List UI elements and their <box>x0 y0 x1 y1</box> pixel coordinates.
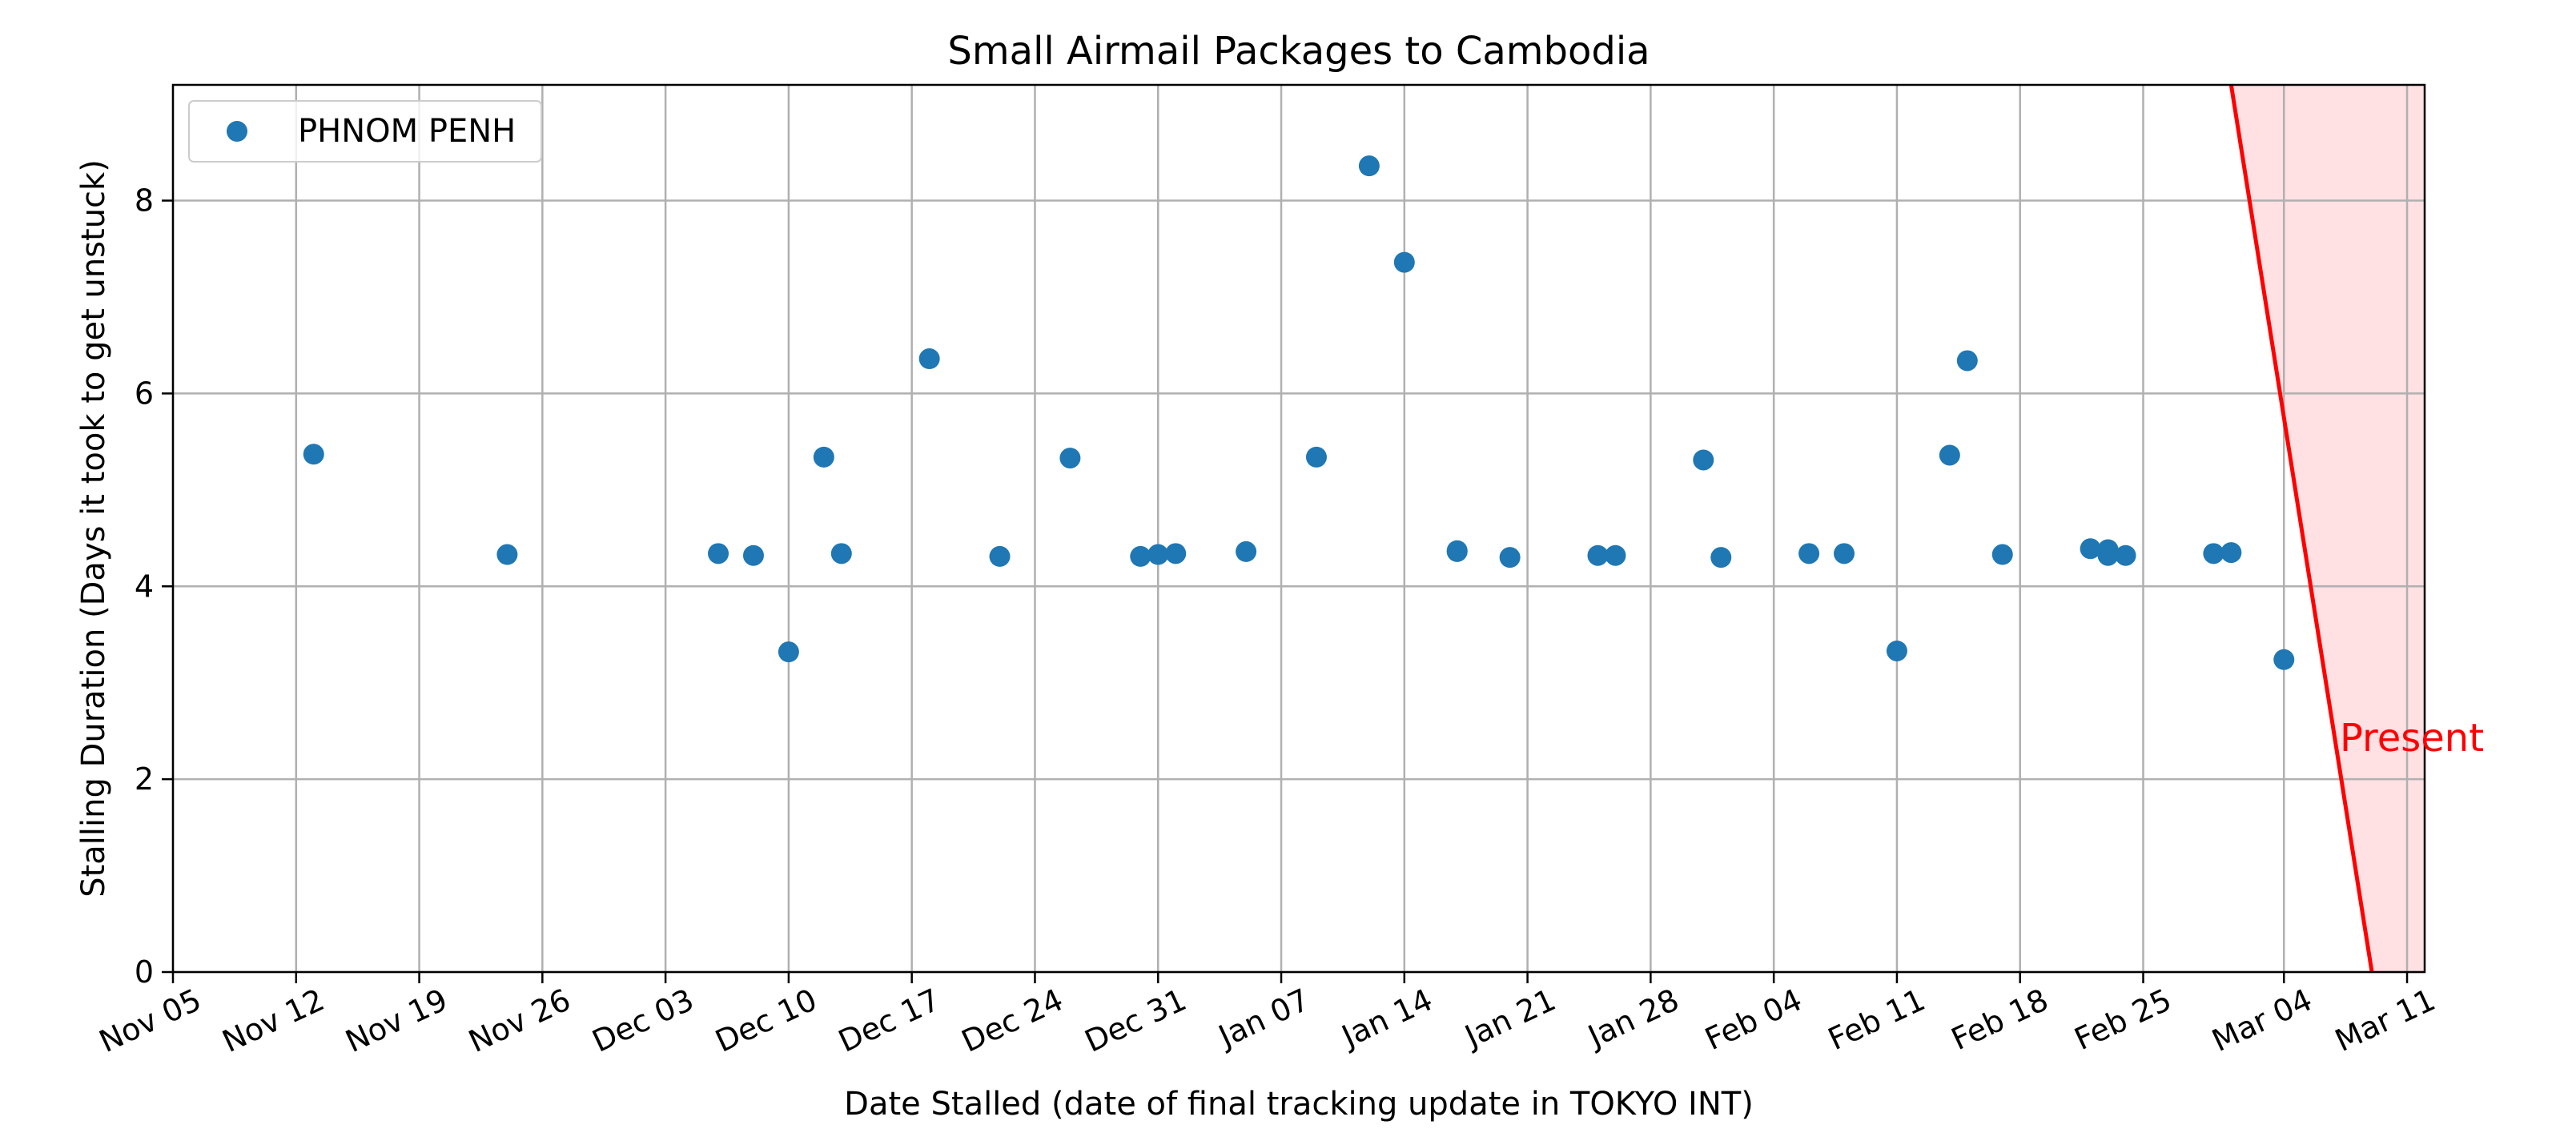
data-point <box>1236 540 1257 562</box>
y-tick-label: 0 <box>135 954 154 990</box>
data-point <box>1358 155 1380 177</box>
data-point <box>2220 542 2242 564</box>
data-point <box>2080 538 2101 560</box>
data-point <box>1798 543 1820 564</box>
data-point <box>2097 544 2119 566</box>
data-point <box>918 348 940 370</box>
data-point <box>1587 544 1609 566</box>
data-point <box>778 641 799 663</box>
data-point <box>1991 544 2013 565</box>
chart-title: Small Airmail Packages to Cambodia <box>947 29 1650 74</box>
data-point <box>708 543 729 564</box>
data-point <box>1130 545 1151 567</box>
data-point <box>1956 350 1978 372</box>
data-point <box>1165 543 1187 564</box>
data-point <box>813 446 834 468</box>
legend-label: PHNOM PENH <box>298 113 516 150</box>
y-tick-label: 4 <box>135 568 154 604</box>
data-points-layer <box>303 155 2295 670</box>
data-point <box>1939 444 1960 466</box>
y-tick-label: 2 <box>135 761 154 797</box>
data-point <box>1059 448 1081 469</box>
present-line <box>2228 84 2374 973</box>
y-tick-label: 8 <box>135 183 154 219</box>
data-point <box>1693 449 1714 471</box>
present-marker-layer <box>2228 84 2374 973</box>
y-axis-label: Stalling Duration (Days it took to get u… <box>75 159 112 898</box>
data-point <box>742 544 764 566</box>
data-point <box>1499 547 1521 568</box>
data-point <box>2115 544 2136 566</box>
data-point <box>1834 543 1855 564</box>
grid-layer <box>171 85 2425 974</box>
data-point <box>989 545 1011 567</box>
x-axis-label: Date Stalled (date of final tracking upd… <box>844 1086 1754 1123</box>
legend-marker <box>227 121 247 142</box>
present-annotation: Present <box>2340 716 2484 761</box>
data-point <box>2273 649 2295 670</box>
plot-frame <box>171 83 2426 974</box>
y-tick-label: 6 <box>135 376 154 411</box>
data-point <box>303 444 324 465</box>
legend-box <box>188 100 542 163</box>
legend: PHNOM PENH <box>188 100 542 163</box>
data-point <box>1605 544 1626 566</box>
present-shaded-region <box>2231 85 2425 972</box>
data-point <box>1147 544 1169 565</box>
data-point <box>1393 251 1415 273</box>
data-point <box>1710 547 1732 568</box>
data-point <box>2203 543 2224 564</box>
present-shade-layer <box>2231 85 2425 972</box>
data-point <box>1446 540 1468 561</box>
data-point <box>1305 446 1327 468</box>
data-point <box>496 544 518 565</box>
data-point <box>1886 640 1907 661</box>
data-point <box>830 543 852 564</box>
